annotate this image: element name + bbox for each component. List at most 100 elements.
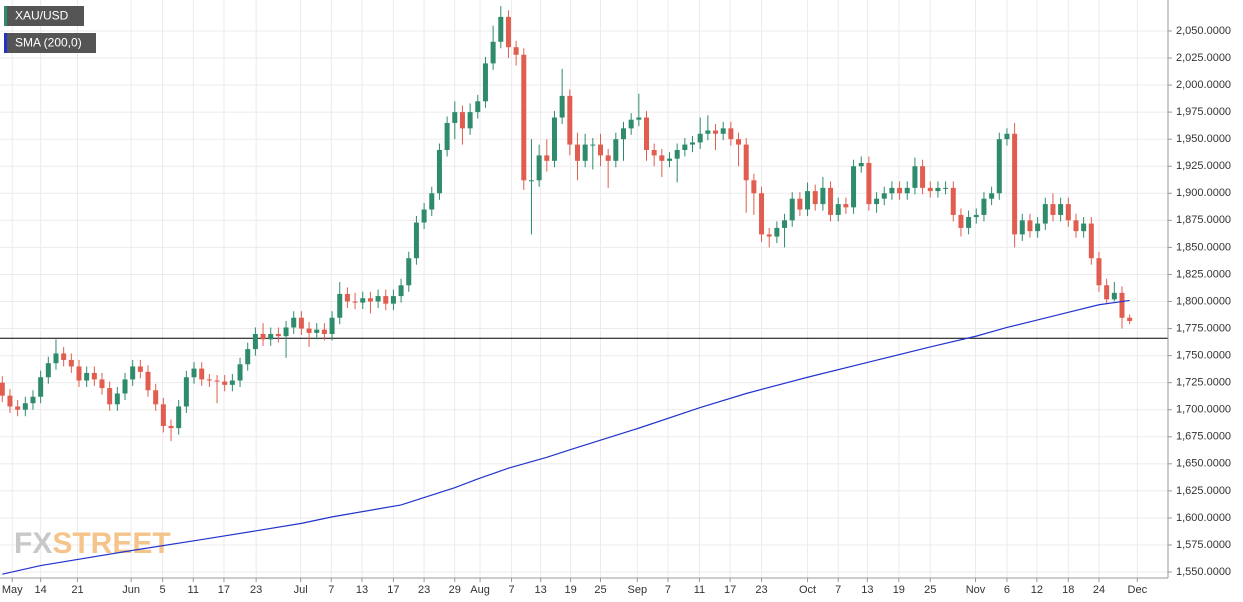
candle-body xyxy=(45,363,51,378)
x-tick-label: 13 xyxy=(356,584,368,596)
candle-body xyxy=(889,187,895,194)
candle-body xyxy=(789,198,795,221)
axes: 1,550.0000 1,575.0000 1,600.0000 1,625.0000… xyxy=(2,25,1231,596)
candle-body xyxy=(130,366,136,380)
candle-body xyxy=(0,382,5,396)
candle-body xyxy=(436,149,442,194)
candle-body xyxy=(467,112,473,129)
y-tick-label: 1,625.0000 xyxy=(1176,485,1231,497)
plot-area xyxy=(0,0,1168,578)
candle-body xyxy=(820,187,826,205)
logo-fx: FXSTREET xyxy=(14,527,171,560)
candle-body xyxy=(99,379,105,389)
candle-body xyxy=(590,144,596,146)
candle-body xyxy=(559,95,565,118)
x-tick-label: Aug xyxy=(470,584,490,596)
y-tick-label: 1,600.0000 xyxy=(1176,512,1231,524)
y-tick-label: 1,925.0000 xyxy=(1176,160,1231,172)
candle-body xyxy=(398,285,404,297)
candle-body xyxy=(291,317,297,328)
y-tick-label: 1,650.0000 xyxy=(1176,458,1231,470)
y-tick-label: 1,975.0000 xyxy=(1176,106,1231,118)
candle-body xyxy=(459,112,465,129)
candle-body xyxy=(176,406,182,429)
candle-body xyxy=(352,301,358,303)
candle-body xyxy=(766,234,772,237)
candle-body xyxy=(1081,223,1087,232)
candle-body xyxy=(513,47,519,55)
candle-body xyxy=(613,139,619,161)
candle-body xyxy=(751,180,757,194)
legend-swatch xyxy=(4,6,7,26)
x-tick-label: 6 xyxy=(1004,584,1010,596)
x-tick-label: May xyxy=(2,584,23,596)
candle-body xyxy=(1127,317,1133,321)
y-tick-label: 1,875.0000 xyxy=(1176,214,1231,226)
candle-body xyxy=(720,128,726,134)
candle-body xyxy=(843,204,849,208)
x-tick-label: Nov xyxy=(966,584,986,596)
candle-body xyxy=(713,130,719,134)
candle-body xyxy=(68,359,74,367)
candle-body xyxy=(306,328,312,333)
candle-body xyxy=(421,209,427,223)
candle-body xyxy=(329,317,335,334)
candle-body xyxy=(989,193,995,199)
candle-body xyxy=(782,220,788,228)
x-tick-label: 11 xyxy=(694,584,705,596)
x-tick-label: 17 xyxy=(218,584,230,596)
candle-body xyxy=(206,379,212,381)
candle-body xyxy=(91,372,97,380)
candle-body xyxy=(551,117,557,161)
candle-body xyxy=(858,162,864,167)
candle-body xyxy=(107,388,113,405)
candle-body xyxy=(943,187,949,189)
candle-body xyxy=(183,377,189,407)
candle-body xyxy=(15,406,21,410)
candle-body xyxy=(920,166,926,188)
x-tick-label: 14 xyxy=(35,584,47,596)
candle-body xyxy=(505,16,511,48)
candle-body xyxy=(314,329,320,333)
candle-body xyxy=(444,122,450,150)
candle-body xyxy=(620,128,626,140)
y-tick-label: 1,850.0000 xyxy=(1176,241,1231,253)
y-tick-label: 1,725.0000 xyxy=(1176,377,1231,389)
candle-body xyxy=(659,155,665,161)
candle-body xyxy=(30,396,36,404)
candle-body xyxy=(682,144,688,150)
logo: FXSTREET xyxy=(14,527,171,560)
y-tick-label: 2,025.0000 xyxy=(1176,52,1231,64)
candle-body xyxy=(912,166,918,188)
candle-body xyxy=(521,54,527,181)
candle-body xyxy=(145,371,151,391)
candle-body xyxy=(690,142,696,145)
x-tick-label: Dec xyxy=(1128,584,1148,596)
x-tick-label: Jul xyxy=(294,584,308,596)
x-tick-label: Sep xyxy=(628,584,648,596)
candle-body xyxy=(482,63,488,102)
candle-body xyxy=(528,180,534,182)
candle-body xyxy=(544,155,550,161)
x-tick-label: 7 xyxy=(665,584,671,596)
sma-line xyxy=(2,299,1130,575)
x-tick-label: 11 xyxy=(188,584,199,596)
candle-body xyxy=(229,380,235,385)
x-tick-label: 18 xyxy=(1062,584,1074,596)
candle-body xyxy=(199,368,205,380)
candle-body xyxy=(1065,204,1071,221)
candle-body xyxy=(866,162,872,205)
candle-body xyxy=(406,258,412,286)
candle-body xyxy=(7,395,13,407)
candle-body xyxy=(390,296,396,304)
candle-body xyxy=(22,403,28,410)
candle-body xyxy=(160,404,166,426)
candle-body xyxy=(1027,220,1033,232)
candle-body xyxy=(574,144,580,161)
candle-body xyxy=(812,191,818,205)
x-tick-label: 7 xyxy=(835,584,841,596)
y-tick-label: 2,050.0000 xyxy=(1176,25,1231,37)
x-tick-label: 29 xyxy=(449,584,461,596)
legend-box xyxy=(4,33,96,53)
